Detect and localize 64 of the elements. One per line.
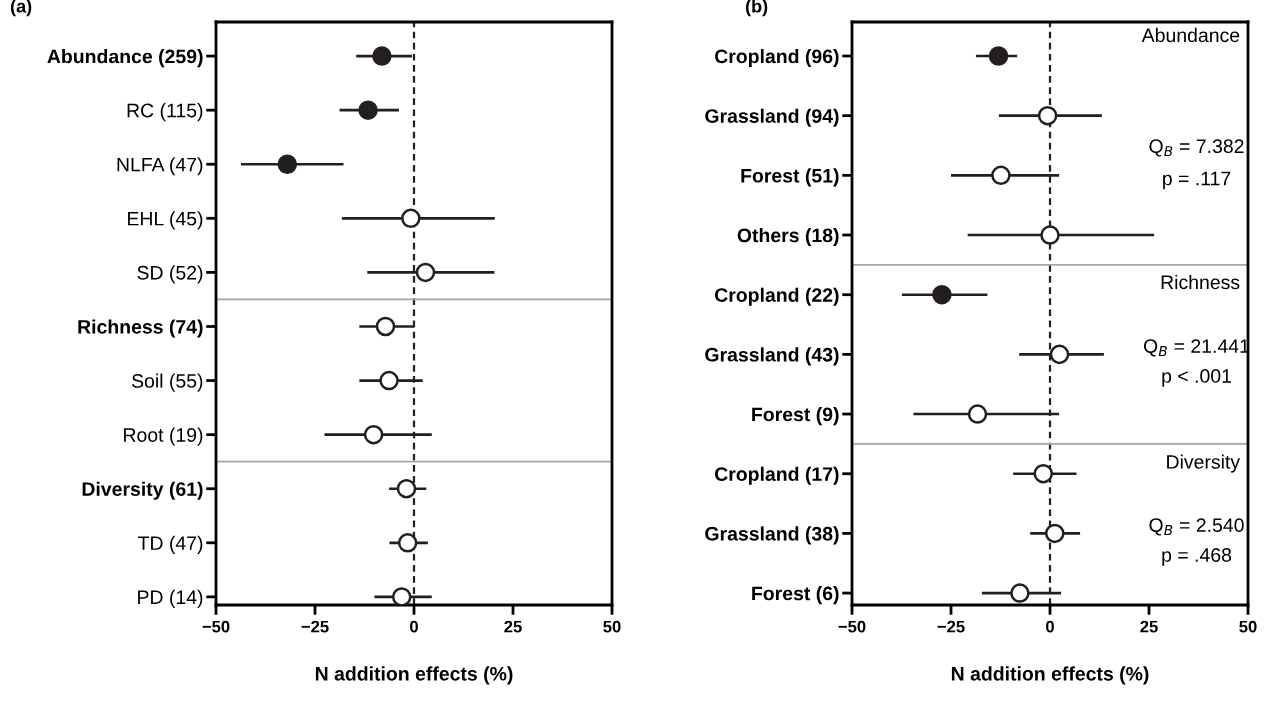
point <box>396 478 417 499</box>
y-tick-label: NLFA (47) <box>117 157 203 176</box>
annotation: Q$_{B}$ = 21.441 <box>1143 339 1249 357</box>
annotation: Richness <box>1161 274 1240 290</box>
y-tick-label: Soil (55) <box>131 373 203 392</box>
point <box>363 424 384 445</box>
y-tick-label: Cropland (22) <box>714 287 839 306</box>
y-tick-label: Forest (9) <box>752 407 839 426</box>
annotation: Q$_{B}$ = 2.540 <box>1149 518 1244 536</box>
y-tick-label: Root (19) <box>124 427 203 446</box>
x-tick-label: −50 <box>838 620 866 633</box>
point <box>372 46 392 66</box>
annotation: Diversity <box>1167 454 1241 473</box>
x-tick-label: 50 <box>603 620 621 633</box>
x-tick-label: −50 <box>202 620 230 633</box>
chart-title: (b) <box>745 0 768 17</box>
point <box>401 208 421 229</box>
y-tick-label: PD (14) <box>138 589 203 608</box>
y-tick-label: Cropland (96) <box>714 48 839 68</box>
y-tick-label: Cropland (17) <box>714 466 839 485</box>
annotation: Q$_{B}$ = 7.382 <box>1149 139 1244 157</box>
y-tick-label: Diversity (61) <box>82 481 203 500</box>
text: (a) <box>10 0 32 17</box>
x-tick-label: 0 <box>410 620 418 633</box>
point <box>1049 344 1070 365</box>
point <box>1045 523 1065 544</box>
point <box>277 154 298 174</box>
point <box>1040 225 1060 245</box>
y-tick-label: Forest (6) <box>752 586 839 605</box>
x-tick-label: −25 <box>301 620 329 633</box>
x-tick-label: 25 <box>504 620 522 633</box>
y-tick-label: Others (18) <box>737 227 839 247</box>
y-tick-label: TD (47) <box>138 535 203 554</box>
y-tick-label: Abundance (259) <box>47 49 203 68</box>
annotation: p < .001 <box>1162 369 1231 387</box>
annotation: p = .468 <box>1162 548 1232 566</box>
y-tick-label: Richness (74) <box>78 319 203 338</box>
y-tick-label: Grassland (38) <box>705 526 839 545</box>
x-tick-label: 50 <box>1239 620 1257 633</box>
x-axis-title: N addition effects (%) <box>315 666 513 685</box>
point <box>932 284 952 305</box>
y-tick-label: Grassland (43) <box>705 347 839 366</box>
x-tick-label: 0 <box>1046 620 1054 633</box>
point <box>967 404 988 424</box>
point <box>358 100 378 120</box>
y-tick-label: Forest (51) <box>741 168 839 187</box>
point <box>991 165 1011 186</box>
annotation: Abundance <box>1141 27 1240 43</box>
point <box>1033 463 1054 484</box>
annotation: p = .117 <box>1163 171 1231 190</box>
point <box>375 316 396 337</box>
point <box>1010 583 1030 603</box>
point <box>988 46 1009 66</box>
y-tick-label: RC (115) <box>127 103 203 122</box>
x-tick-label: 25 <box>1140 620 1158 633</box>
point <box>379 370 399 391</box>
point <box>415 262 436 283</box>
x-tick-label: −25 <box>937 620 965 633</box>
x-axis-title: N addition effects (%) <box>951 666 1149 685</box>
y-tick-label: SD (52) <box>137 265 203 284</box>
y-tick-label: Grassland (94) <box>705 108 839 127</box>
point <box>1037 105 1058 126</box>
y-tick-label: EHL (45) <box>128 211 203 230</box>
point <box>397 533 418 553</box>
